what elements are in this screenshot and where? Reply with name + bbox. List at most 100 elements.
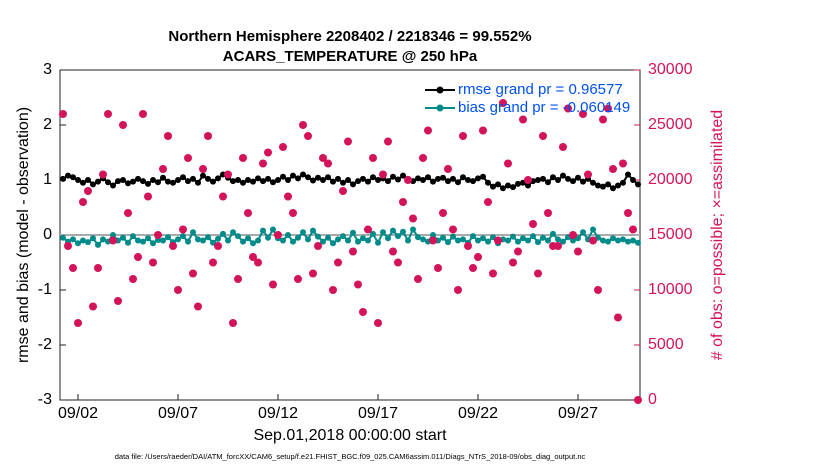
series-marker: [265, 234, 271, 241]
series-marker: [195, 236, 201, 243]
obs-marker: [294, 275, 302, 283]
series-marker: [110, 232, 116, 238]
series-marker: [80, 237, 86, 244]
series-marker: [60, 234, 66, 241]
x-tick-label: 09/27: [558, 405, 598, 422]
series-marker: [300, 171, 306, 178]
legend-marker: [436, 104, 444, 112]
y2-tick-label: 25000: [648, 116, 693, 133]
legend-label: rmse grand pr = 0.96577: [458, 81, 623, 98]
series-marker: [565, 175, 571, 182]
obs-marker: [464, 242, 472, 250]
series-marker: [200, 172, 206, 179]
series-marker: [600, 237, 606, 244]
obs-marker: [84, 187, 92, 195]
series-marker: [460, 174, 466, 181]
series-marker: [400, 172, 406, 179]
series-marker: [350, 181, 356, 188]
series-marker: [75, 177, 81, 183]
obs-marker: [169, 242, 177, 250]
series-marker: [205, 175, 211, 182]
series-marker: [160, 174, 166, 181]
obs-marker: [159, 165, 167, 173]
obs-marker: [229, 319, 237, 327]
series-marker: [90, 181, 96, 188]
obs-marker: [249, 253, 257, 261]
obs-marker: [309, 269, 317, 278]
obs-marker: [624, 209, 632, 217]
series-marker: [360, 235, 366, 242]
series-marker: [620, 236, 626, 243]
series-marker: [630, 177, 636, 183]
obs-marker: [634, 396, 642, 404]
series-marker: [260, 178, 266, 185]
obs-marker: [139, 110, 147, 118]
obs-marker: [589, 236, 597, 245]
series-marker: [520, 235, 526, 242]
obs-marker: [199, 165, 207, 173]
obs-marker: [494, 236, 502, 245]
obs-marker: [89, 302, 97, 311]
obs-marker: [94, 264, 102, 272]
obs-marker: [619, 159, 627, 168]
obs-marker: [174, 286, 182, 294]
obs-marker: [299, 121, 307, 129]
series-marker: [160, 237, 166, 244]
series-marker: [120, 234, 126, 241]
series-marker: [195, 179, 201, 186]
obs-marker: [389, 247, 397, 256]
series-marker: [475, 175, 481, 182]
series-marker: [125, 180, 131, 187]
series-marker: [245, 235, 251, 242]
obs-marker: [144, 192, 152, 201]
obs-marker: [259, 159, 267, 168]
series-marker: [530, 233, 536, 240]
obs-marker: [544, 209, 552, 217]
series-marker: [290, 238, 296, 245]
y-tick-label: 0: [43, 226, 52, 243]
series-marker: [190, 175, 196, 182]
obs-marker: [524, 176, 532, 184]
chart-subtitle: ACARS_TEMPERATURE @ 250 hPa: [223, 48, 478, 65]
series-marker: [65, 172, 71, 179]
series-marker: [305, 236, 311, 243]
series-marker: [440, 234, 446, 241]
series-marker: [415, 234, 421, 241]
obs-marker: [609, 165, 617, 173]
y2-axis-label: # of obs: o=possible; ×=assimilated: [709, 110, 726, 360]
y-tick-label: -2: [38, 336, 52, 353]
obs-marker: [364, 225, 372, 234]
series-marker: [345, 177, 351, 183]
series-marker: [450, 233, 456, 240]
series-marker: [425, 174, 431, 181]
series-marker: [270, 179, 276, 186]
series-marker: [480, 235, 486, 242]
series-marker: [170, 179, 176, 186]
y-tick-label: 2: [43, 116, 52, 133]
series-marker: [310, 227, 316, 234]
obs-marker: [204, 132, 212, 140]
series-marker: [70, 236, 76, 243]
obs-marker: [429, 236, 437, 245]
obs-marker: [114, 297, 122, 305]
obs-marker: [604, 104, 612, 113]
obs-marker: [499, 99, 507, 107]
series-marker: [570, 178, 576, 185]
obs-marker: [99, 170, 107, 179]
obs-marker: [344, 137, 352, 146]
series-marker: [285, 177, 291, 183]
series-marker: [455, 179, 461, 186]
obs-marker: [504, 159, 512, 168]
series-marker: [100, 236, 106, 243]
series-marker: [470, 233, 476, 240]
series-marker: [525, 237, 531, 244]
obs-marker: [469, 264, 477, 272]
series-marker: [135, 237, 141, 244]
obs-marker: [409, 214, 417, 223]
series-marker: [330, 178, 336, 185]
obs-marker: [264, 148, 272, 157]
series-marker: [580, 178, 586, 185]
series-marker: [235, 233, 241, 240]
obs-marker: [414, 275, 422, 283]
